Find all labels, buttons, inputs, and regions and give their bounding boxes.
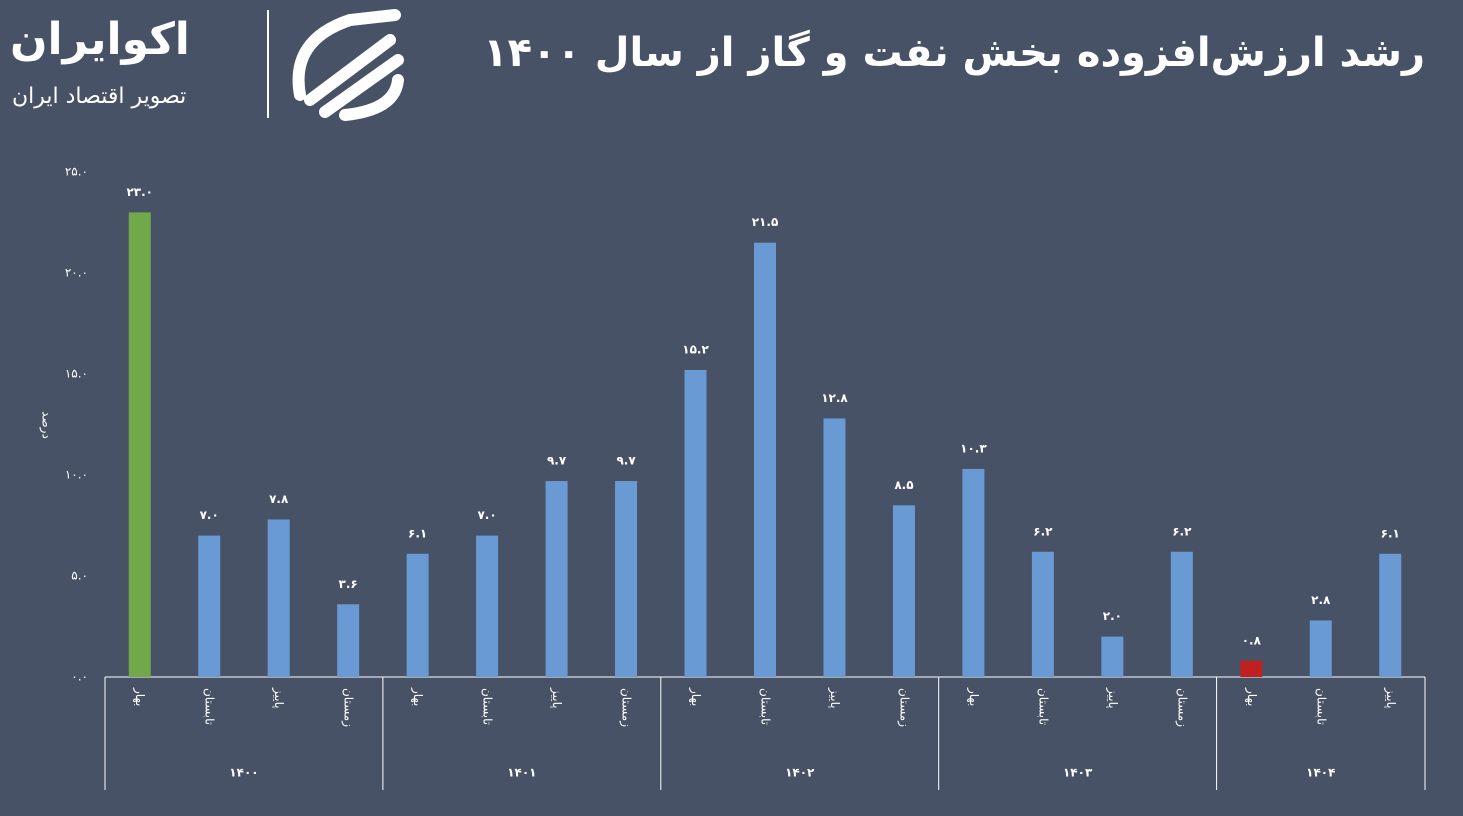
x-tick-label: تابستان <box>203 688 217 725</box>
x-tick-label: بهار <box>132 687 147 706</box>
bar <box>962 468 985 677</box>
x-tick-label: تابستان <box>1314 688 1328 725</box>
value-label: ۱۵.۲ <box>682 342 709 356</box>
group-label: ۱۴۰۰ <box>229 766 258 780</box>
value-label: ۲۱.۵ <box>752 215 779 229</box>
bar <box>545 481 568 677</box>
bar <box>1031 551 1054 677</box>
logo-name: اکوایران <box>10 14 190 65</box>
bar <box>892 505 915 677</box>
bar <box>754 242 776 677</box>
logo-icon <box>292 9 404 121</box>
y-axis-label: درصد <box>39 411 54 439</box>
x-tick-label: بهار <box>966 687 981 706</box>
bar <box>684 369 707 677</box>
x-tick-label: تابستان <box>1036 688 1050 725</box>
x-tick-label: تابستان <box>481 688 495 725</box>
group-label: ۱۴۰۴ <box>1306 766 1335 780</box>
value-label: ۶.۱ <box>1381 526 1400 540</box>
value-label: ۱۰.۳ <box>960 441 987 455</box>
x-tick-label: پاییز <box>1383 687 1398 709</box>
x-tick-label: پاییز <box>1105 687 1120 709</box>
value-label: ۶.۲ <box>1033 524 1053 538</box>
bar <box>823 418 846 677</box>
value-label: ۲۳.۰ <box>126 185 153 199</box>
x-tick-label: زمستان <box>1174 688 1189 727</box>
x-tick-label: بهار <box>410 687 425 706</box>
value-label: ۷.۸ <box>269 492 289 506</box>
bar <box>128 212 151 677</box>
bar <box>406 553 429 677</box>
value-label: ۲.۰ <box>1103 609 1122 623</box>
y-tick-label: ۱۵.۰ <box>65 367 88 381</box>
bar <box>1101 636 1124 677</box>
x-tick-label: بهار <box>688 687 703 706</box>
y-tick-label: ۰.۰ <box>71 670 88 684</box>
value-label: ۷.۰ <box>477 508 496 522</box>
bar <box>1170 551 1193 677</box>
value-label: ۷.۰ <box>200 508 219 522</box>
x-tick-label: زمستان <box>896 688 911 727</box>
bar <box>337 604 360 677</box>
bar <box>1379 553 1402 677</box>
value-label: ۹.۷ <box>616 454 636 468</box>
value-label: ۶.۲ <box>1172 524 1192 538</box>
x-tick-label: پاییز <box>827 687 842 709</box>
logo-tagline: تصویر اقتصاد ایران <box>12 84 187 109</box>
value-label: ۱۲.۸ <box>821 391 848 405</box>
value-label: ۸.۵ <box>894 478 913 492</box>
value-label: ۶.۱ <box>408 526 427 540</box>
x-tick-label: زمستان <box>341 688 356 727</box>
value-label: ۳.۶ <box>339 577 358 591</box>
bar <box>1309 620 1332 677</box>
x-tick-label: زمستان <box>619 688 634 727</box>
value-label: ۰.۸ <box>1242 633 1262 647</box>
bar <box>1240 660 1263 677</box>
value-label: ۹.۷ <box>547 454 567 468</box>
y-tick-label: ۲۵.۰ <box>65 165 88 179</box>
bar <box>267 519 290 677</box>
group-label: ۱۴۰۳ <box>1063 766 1093 780</box>
chart-title: رشد ارزش‌افزوده بخش نفت و گاز از سال ۱۴۰… <box>483 30 1425 76</box>
bar <box>198 535 221 677</box>
x-tick-label: پاییز <box>549 687 564 709</box>
group-label: ۱۴۰۱ <box>507 766 536 780</box>
x-tick-label: بهار <box>1244 687 1259 706</box>
x-tick-label: تابستان <box>759 688 773 725</box>
value-label: ۲.۸ <box>1311 593 1331 607</box>
bar <box>476 535 499 677</box>
group-label: ۱۴۰۲ <box>785 766 815 780</box>
y-tick-label: ۱۰.۰ <box>65 468 88 482</box>
bar <box>615 481 638 677</box>
x-tick-label: پاییز <box>271 687 286 709</box>
y-tick-label: ۵.۰ <box>71 569 88 583</box>
y-tick-label: ۲۰.۰ <box>65 266 88 280</box>
